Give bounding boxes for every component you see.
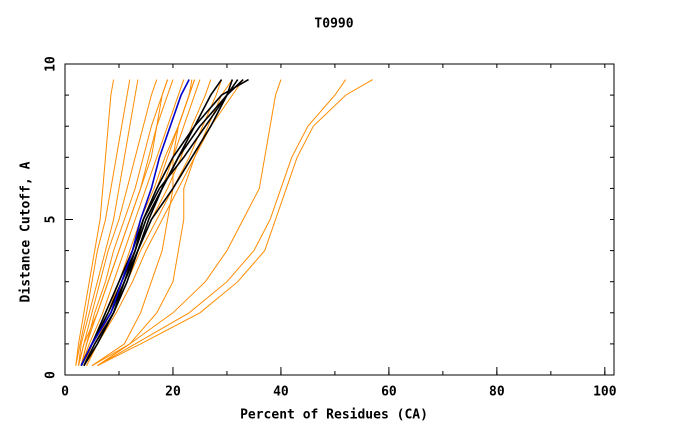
series-line — [83, 79, 239, 367]
series-line — [75, 79, 131, 366]
x-axis-label: Percent of Residues (CA) — [240, 408, 428, 423]
x-tick-label: 20 — [165, 385, 181, 400]
series-line — [80, 79, 223, 367]
x-tick-label: 60 — [381, 385, 397, 400]
series-line — [80, 79, 169, 366]
chart-title: T0990 — [314, 17, 353, 32]
series-line — [83, 79, 193, 366]
x-tick-label: 40 — [273, 385, 289, 400]
series-line — [80, 79, 190, 367]
series-line — [91, 79, 244, 367]
x-tick-label: 100 — [593, 385, 617, 400]
plot-frame — [64, 63, 615, 376]
series-line — [97, 79, 373, 367]
x-tick-label: 80 — [489, 385, 505, 400]
y-tick-label: 5 — [44, 216, 59, 224]
series-line — [75, 79, 115, 366]
y-tick-label: 10 — [44, 56, 59, 72]
series-line — [80, 79, 185, 366]
series-line — [77, 79, 139, 366]
y-tick-label: 0 — [44, 371, 59, 379]
series-line — [80, 79, 169, 366]
x-tick-label: 0 — [61, 385, 69, 400]
series-line — [97, 79, 282, 367]
series-line — [80, 78, 249, 367]
series-line — [97, 79, 347, 367]
series-line — [91, 79, 196, 367]
y-axis-label: Distance Cutoff, A — [19, 161, 34, 302]
series-line — [78, 79, 158, 366]
